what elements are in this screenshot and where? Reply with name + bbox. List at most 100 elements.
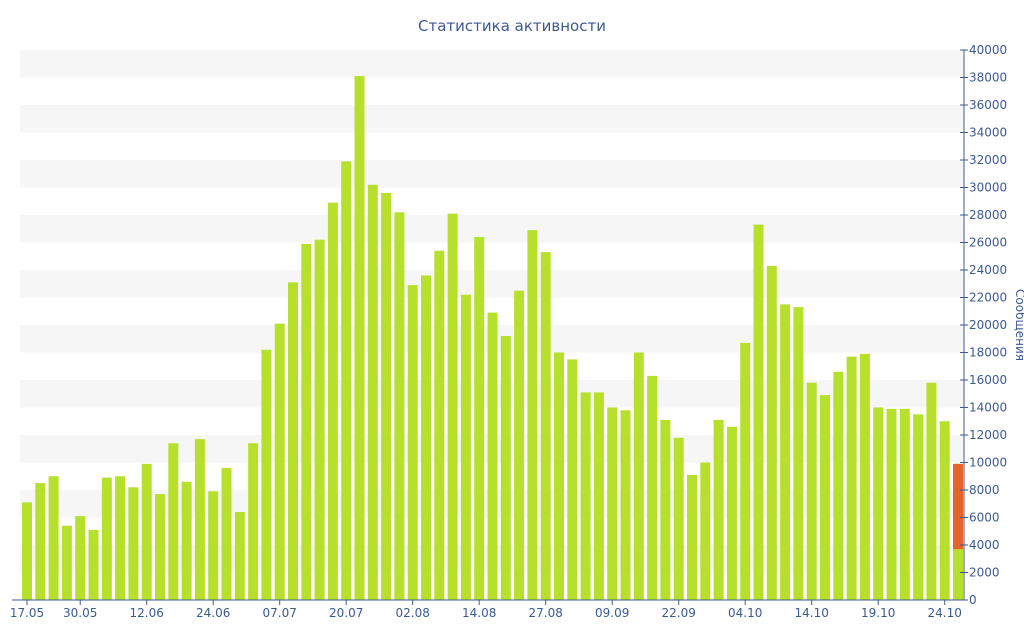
bar	[926, 382, 937, 600]
grid-band	[20, 50, 964, 78]
y-tick-label: 26000	[969, 236, 1007, 250]
bar	[327, 202, 338, 600]
bar	[647, 375, 658, 600]
bar	[793, 307, 804, 600]
bar	[407, 285, 418, 600]
bar	[859, 353, 870, 600]
bar	[554, 352, 564, 600]
bar	[35, 483, 46, 600]
y-tick-label: 2000	[969, 566, 1000, 580]
bar	[540, 252, 551, 600]
y-tick-label: 18000	[969, 346, 1007, 360]
bar	[381, 193, 392, 600]
x-axis: 17.05 30.05 12.06 24.06 07.07 20.07 02.08 14.08…	[10, 599, 964, 620]
bar	[527, 230, 538, 600]
bar	[753, 224, 764, 600]
bar	[75, 516, 86, 600]
bar	[248, 443, 259, 600]
y-tick-label: 12000	[969, 428, 1007, 442]
bar	[873, 407, 884, 600]
x-tick-label: 22.09	[662, 606, 696, 620]
y-tick-label: 36000	[969, 98, 1007, 112]
bar	[61, 525, 72, 600]
bar	[434, 250, 445, 600]
y-tick-label: 38000	[969, 71, 1007, 85]
x-tick-label: 14.10	[795, 606, 829, 620]
bar	[261, 349, 272, 600]
bar	[713, 419, 724, 600]
bar	[833, 371, 844, 600]
x-tick-label: 19.10	[861, 606, 895, 620]
bar	[88, 529, 99, 600]
y-tick-label: 14000	[969, 401, 1007, 415]
x-tick-label: 09.09	[595, 606, 629, 620]
y-tick-label: 40000	[969, 43, 1007, 57]
bar	[846, 356, 857, 600]
bar	[939, 421, 950, 600]
bar	[208, 491, 219, 600]
bar	[687, 474, 697, 600]
bar	[288, 282, 298, 600]
bar	[514, 290, 525, 600]
y-tick-label: 28000	[969, 208, 1007, 222]
y-tick-label: 8000	[969, 483, 1000, 497]
bar	[633, 352, 644, 600]
bar-highlight	[953, 463, 963, 550]
bar	[567, 359, 578, 600]
bar	[806, 382, 817, 600]
y-tick-label: 16000	[969, 373, 1007, 387]
bar	[447, 213, 458, 600]
bar	[314, 239, 325, 600]
x-tick-label: 02.08	[396, 606, 430, 620]
bar	[274, 323, 285, 600]
y-axis: 0 2000 4000 6000 8000 10000 12000 14000 16000 180…	[960, 43, 1007, 607]
x-tick-label: 07.07	[263, 606, 297, 620]
bar	[700, 462, 711, 600]
bar	[607, 407, 618, 600]
grid-band	[20, 215, 964, 243]
x-tick-label: 17.05	[10, 606, 44, 620]
y-tick-label: 20000	[969, 318, 1007, 332]
grid-band	[20, 105, 964, 133]
bar	[48, 476, 59, 600]
bar	[367, 184, 378, 600]
bar	[740, 342, 751, 600]
bar	[913, 414, 924, 600]
bar	[128, 487, 139, 600]
bar	[101, 477, 112, 600]
bar	[460, 294, 471, 600]
bar	[421, 275, 431, 600]
bar	[886, 408, 897, 600]
bar	[474, 237, 485, 600]
x-tick-label: 04.10	[728, 606, 762, 620]
x-tick-label: 24.06	[196, 606, 230, 620]
grid-band	[20, 270, 964, 298]
bar	[820, 395, 830, 600]
bar	[234, 512, 245, 600]
bar	[620, 410, 631, 600]
y-tick-label: 24000	[969, 263, 1007, 277]
bar	[341, 161, 352, 600]
bar	[141, 463, 152, 600]
bar	[500, 336, 511, 600]
x-tick-label: 12.06	[130, 606, 164, 620]
bar	[394, 212, 405, 600]
bar	[301, 243, 312, 600]
y-tick-label: 30000	[969, 181, 1007, 195]
x-tick-label: 14.08	[462, 606, 496, 620]
bar	[580, 392, 591, 600]
bar	[726, 426, 737, 600]
y-tick-label: 4000	[969, 538, 1000, 552]
bar	[354, 76, 365, 600]
y-tick-label: 10000	[969, 456, 1007, 470]
bar	[673, 437, 684, 600]
bar	[181, 481, 192, 600]
bar-series	[22, 76, 963, 600]
x-tick-label: 20.07	[329, 606, 363, 620]
bar	[22, 502, 32, 600]
y-tick-label: 0	[969, 593, 977, 607]
bar	[194, 439, 205, 600]
x-tick-label: 30.05	[63, 606, 97, 620]
